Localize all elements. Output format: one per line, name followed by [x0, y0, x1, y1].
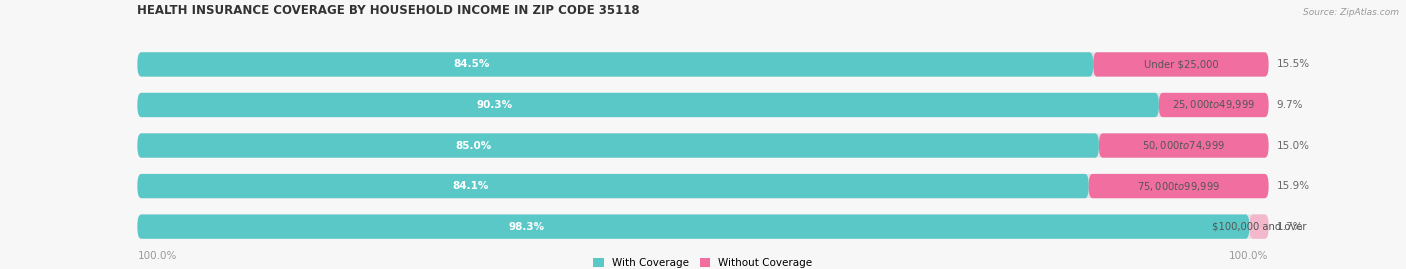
Text: $75,000 to $99,999: $75,000 to $99,999 [1137, 180, 1220, 193]
FancyBboxPatch shape [138, 133, 1268, 158]
FancyBboxPatch shape [138, 52, 1094, 77]
Text: $50,000 to $74,999: $50,000 to $74,999 [1142, 139, 1226, 152]
FancyBboxPatch shape [138, 93, 1159, 117]
Text: 15.9%: 15.9% [1277, 181, 1310, 191]
Text: 100.0%: 100.0% [138, 251, 177, 261]
Text: 15.5%: 15.5% [1277, 59, 1310, 69]
Text: 15.0%: 15.0% [1277, 140, 1309, 151]
Text: 100.0%: 100.0% [1229, 251, 1268, 261]
FancyBboxPatch shape [1159, 93, 1268, 117]
FancyBboxPatch shape [138, 214, 1250, 239]
Legend: With Coverage, Without Coverage: With Coverage, Without Coverage [593, 258, 813, 268]
Text: 84.1%: 84.1% [453, 181, 488, 191]
FancyBboxPatch shape [138, 214, 1268, 239]
Text: 1.7%: 1.7% [1277, 222, 1303, 232]
Text: 90.3%: 90.3% [477, 100, 513, 110]
FancyBboxPatch shape [138, 93, 1268, 117]
FancyBboxPatch shape [1099, 133, 1268, 158]
Text: Source: ZipAtlas.com: Source: ZipAtlas.com [1303, 8, 1399, 17]
Text: 84.5%: 84.5% [454, 59, 491, 69]
FancyBboxPatch shape [138, 174, 1268, 198]
Text: 85.0%: 85.0% [456, 140, 492, 151]
FancyBboxPatch shape [138, 174, 1088, 198]
FancyBboxPatch shape [138, 52, 1268, 77]
Text: HEALTH INSURANCE COVERAGE BY HOUSEHOLD INCOME IN ZIP CODE 35118: HEALTH INSURANCE COVERAGE BY HOUSEHOLD I… [138, 3, 640, 17]
Text: $25,000 to $49,999: $25,000 to $49,999 [1173, 98, 1256, 111]
Text: 98.3%: 98.3% [509, 222, 544, 232]
Text: $100,000 and over: $100,000 and over [1212, 222, 1306, 232]
Text: Under $25,000: Under $25,000 [1143, 59, 1218, 69]
FancyBboxPatch shape [1088, 174, 1268, 198]
FancyBboxPatch shape [138, 133, 1099, 158]
Text: 9.7%: 9.7% [1277, 100, 1303, 110]
FancyBboxPatch shape [1250, 214, 1268, 239]
FancyBboxPatch shape [1094, 52, 1268, 77]
